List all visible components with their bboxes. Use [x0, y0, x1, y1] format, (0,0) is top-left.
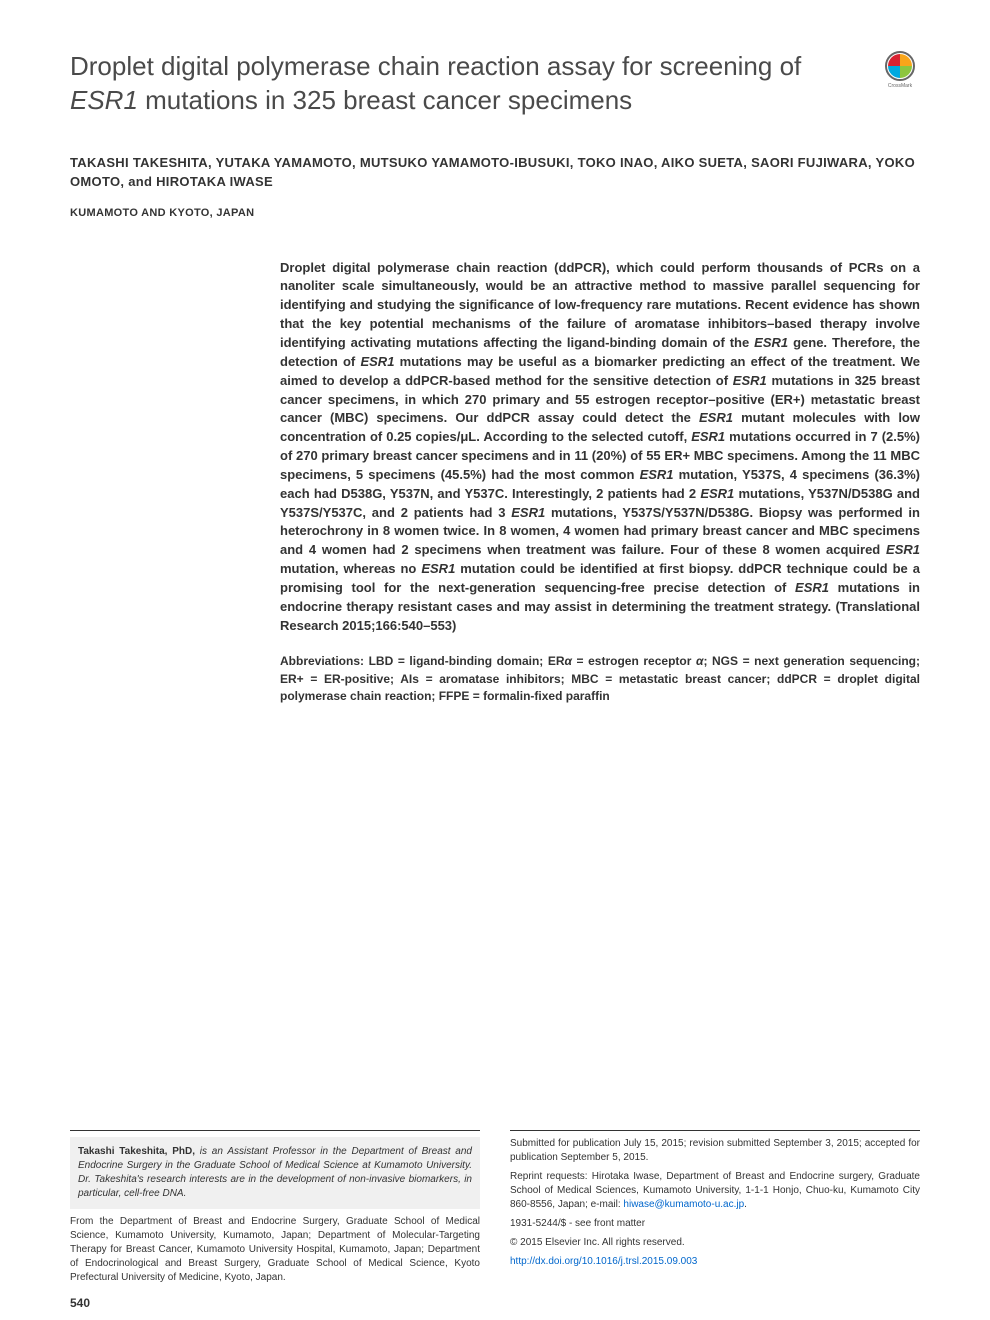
footer-left-column: Takashi Takeshita, PhD, is an Assistant … — [70, 1130, 480, 1290]
email-link[interactable]: hiwase@kumamoto-u.ac.jp — [623, 1199, 744, 1210]
article-title: Droplet digital polymerase chain reactio… — [70, 50, 920, 118]
submission-info: Submitted for publication July 15, 2015;… — [510, 1137, 920, 1165]
abbreviations-label: Abbreviations: — [280, 654, 364, 668]
authors-list: TAKASHI TAKESHITA, YUTAKA YAMAMOTO, MUTS… — [70, 153, 920, 192]
footer-right-column: Submitted for publication July 15, 2015;… — [510, 1130, 920, 1290]
issn-info: 1931-5244/$ - see front matter — [510, 1217, 920, 1231]
author-bio-box: Takashi Takeshita, PhD, is an Assistant … — [70, 1137, 480, 1209]
copyright-info: © 2015 Elsevier Inc. All rights reserved… — [510, 1236, 920, 1250]
abbreviations-block: Abbreviations: LBD = ligand-binding doma… — [280, 653, 920, 705]
page-number: 540 — [70, 1296, 90, 1310]
author-location: KUMAMOTO AND KYOTO, JAPAN — [70, 207, 920, 219]
abstract-text: Droplet digital polymerase chain reactio… — [280, 259, 920, 636]
footer-section: Takashi Takeshita, PhD, is an Assistant … — [70, 1130, 920, 1290]
affiliation-text: From the Department of Breast and Endocr… — [70, 1215, 480, 1285]
title-text: Droplet digital polymerase chain reactio… — [70, 51, 801, 115]
doi-link[interactable]: http://dx.doi.org/10.1016/j.trsl.2015.09… — [510, 1256, 697, 1267]
crossmark-icon[interactable]: CrossMark — [880, 50, 920, 90]
bio-name: Takashi Takeshita, PhD, — [78, 1146, 195, 1157]
reprint-info: Reprint requests: Hirotaka Iwase, Depart… — [510, 1170, 920, 1212]
abbreviations-text: LBD = ligand-binding domain; ERα = estro… — [280, 654, 920, 703]
svg-text:CrossMark: CrossMark — [888, 83, 913, 89]
